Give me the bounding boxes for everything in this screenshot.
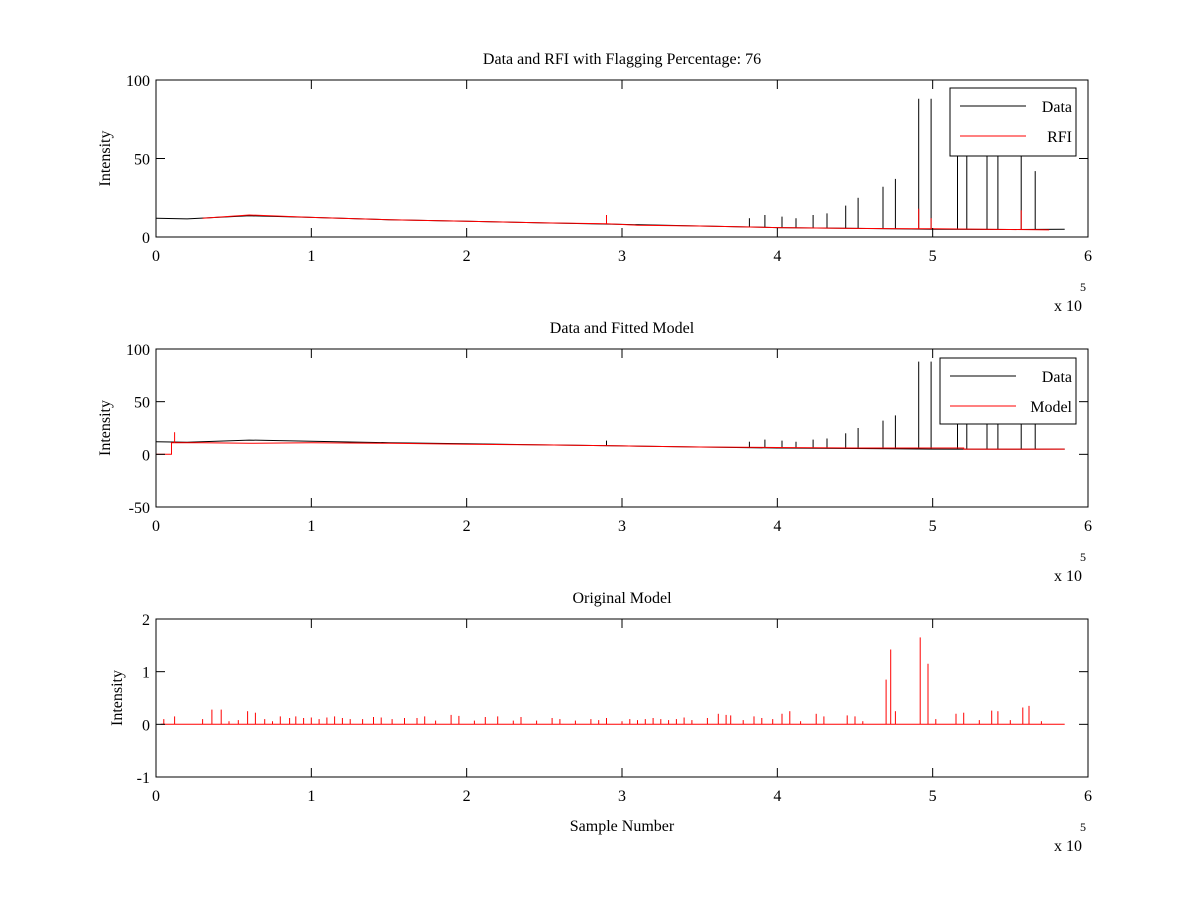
- x-tick-label: 4: [773, 518, 781, 535]
- legend-entry-rfi: RFI: [1047, 129, 1072, 146]
- x-tick-label: 5: [929, 518, 937, 535]
- y-tick-label: 1: [142, 665, 150, 682]
- y-tick-label: 0: [142, 717, 150, 734]
- series-model-group: [160, 637, 1065, 725]
- series-model-group: [156, 432, 1065, 455]
- x-tick-label: 1: [307, 248, 315, 265]
- x-tick-label: 2: [463, 788, 471, 805]
- x-multiplier-exponent: 5: [1080, 280, 1086, 294]
- series-baseline-rfi: [202, 214, 1050, 231]
- x-tick-label: 3: [618, 518, 626, 535]
- x-tick-label: 4: [773, 248, 781, 265]
- x-tick-label: 5: [929, 788, 937, 805]
- x-tick-label: 6: [1084, 518, 1092, 535]
- plot-title: Data and RFI with Flagging Percentage: 7…: [483, 51, 761, 68]
- x-tick-label: 0: [152, 248, 160, 265]
- x-tick-label: 2: [463, 248, 471, 265]
- y-tick-label: 50: [134, 152, 150, 169]
- x-tick-label: 1: [307, 518, 315, 535]
- legend: Data Model: [939, 357, 1077, 425]
- x-tick-label: 3: [618, 788, 626, 805]
- x-tick-label: 1: [307, 788, 315, 805]
- x-multiplier-exponent: 5: [1080, 820, 1086, 834]
- legend-entry-data: Data: [1042, 99, 1072, 116]
- x-tick-label: 4: [773, 788, 781, 805]
- y-tick-label: 0: [142, 447, 150, 464]
- legend-box: [939, 357, 1077, 425]
- x-tick-label: 6: [1084, 248, 1092, 265]
- y-axis-label: Intensity: [109, 670, 126, 726]
- y-tick-label: 100: [126, 342, 150, 359]
- x-tick-label: 2: [463, 518, 471, 535]
- x-tick-label: 0: [152, 518, 160, 535]
- y-tick-label: 0: [142, 230, 150, 247]
- y-tick-label: 50: [134, 395, 150, 412]
- subplot-rfi: 0 1 2 3 4 5 6 0 50 100 x 10 5 Data and RFI with Flag…: [97, 51, 1092, 315]
- x-axis-label: Sample Number: [570, 818, 675, 835]
- legend-entry-data: Data: [1042, 369, 1072, 386]
- y-tick-label: -1: [137, 770, 150, 787]
- y-tick-label: 100: [126, 73, 150, 90]
- legend-box: [949, 87, 1077, 157]
- legend: Data RFI: [949, 87, 1077, 157]
- plot-title: Original Model: [572, 590, 672, 607]
- x-tick-label: 3: [618, 248, 626, 265]
- y-tick-label: 2: [142, 612, 150, 629]
- plot-title: Data and Fitted Model: [550, 320, 695, 337]
- legend-entry-model: Model: [1030, 399, 1072, 416]
- y-axis-label: Intensity: [97, 400, 114, 456]
- x-multiplier-label: x 10: [1054, 838, 1082, 855]
- x-multiplier-label: x 10: [1054, 568, 1082, 585]
- x-multiplier-label: x 10: [1054, 298, 1082, 315]
- series-rfi-group: [202, 208, 1050, 231]
- x-tick-label: 6: [1084, 788, 1092, 805]
- x-tick-label: 5: [929, 248, 937, 265]
- y-axis-label: Intensity: [97, 131, 114, 187]
- x-multiplier-exponent: 5: [1080, 550, 1086, 564]
- x-tick-label: 0: [152, 788, 160, 805]
- y-tick-label: -50: [129, 500, 150, 517]
